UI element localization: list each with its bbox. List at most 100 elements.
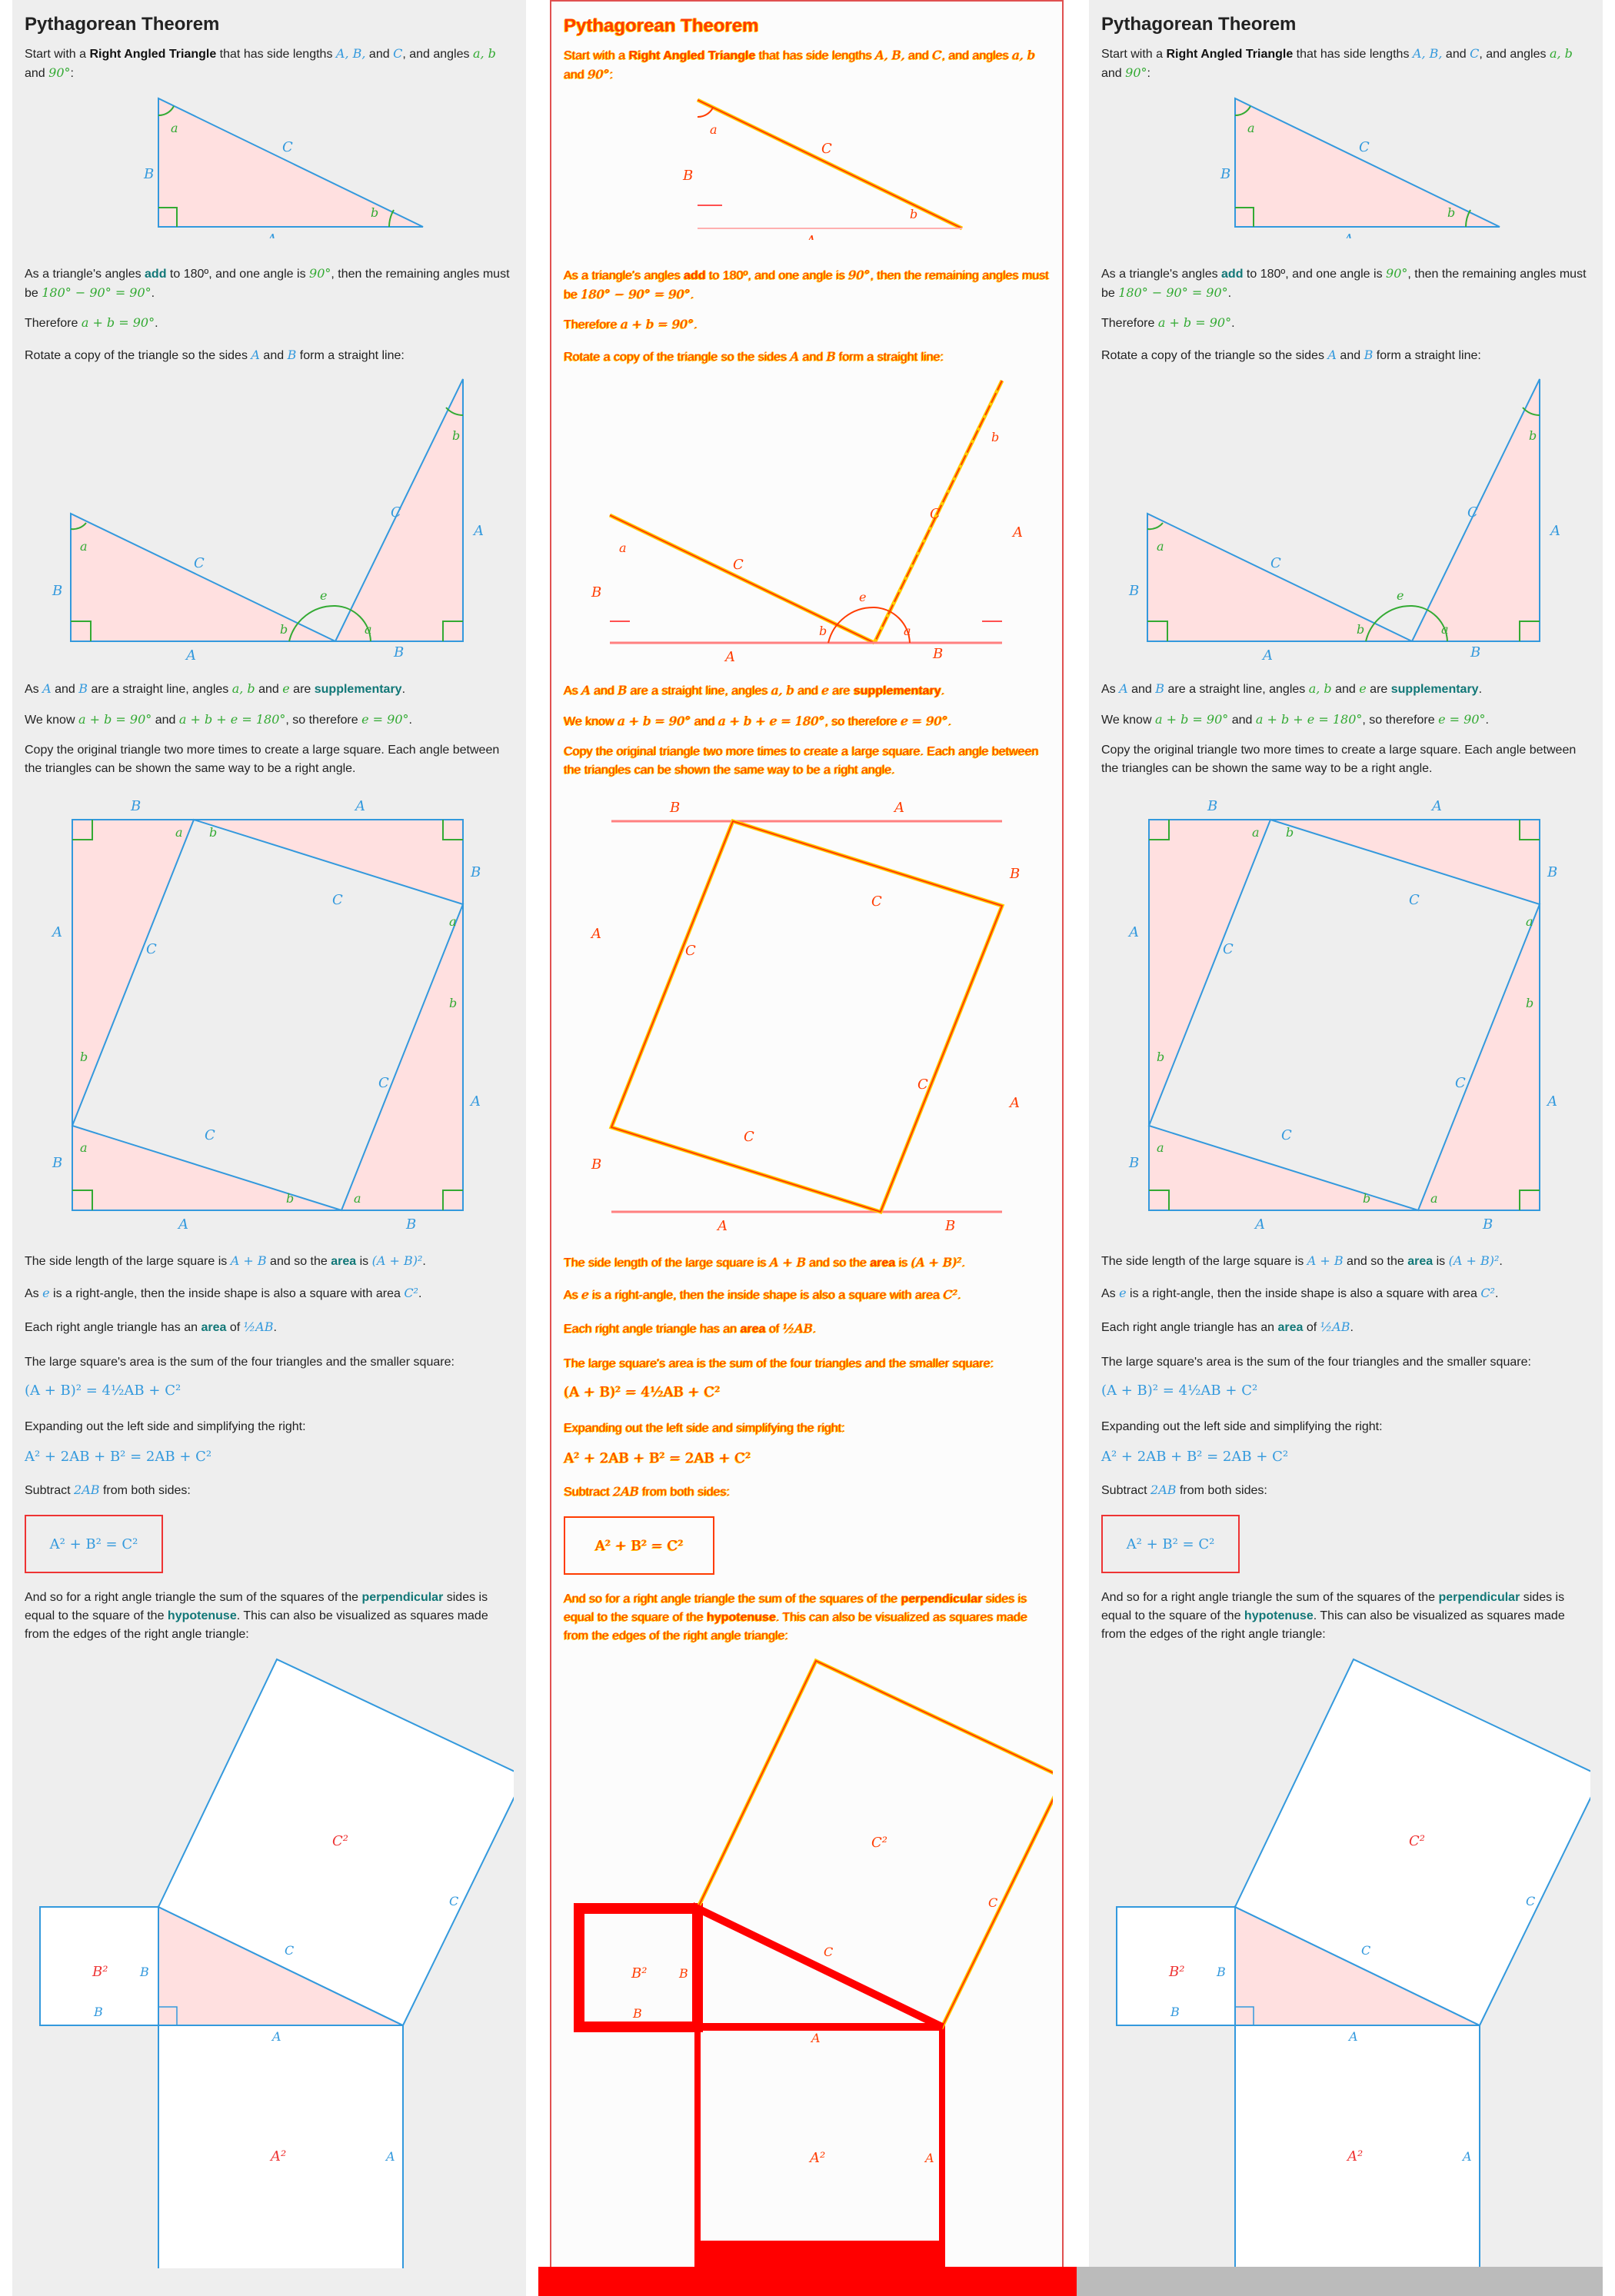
side-a-label: A [265,231,277,238]
svg-text:a: a [80,1140,88,1155]
sum-paragraph-copy: The large square's area is the sum of th… [1101,1356,1531,1369]
copy-paragraph-highlighted: Copy the original triangle two more time… [564,745,1039,777]
svg-text:b: b [819,624,827,638]
svg-text:C: C [1359,139,1370,155]
angle-b-label: b [371,205,378,220]
angles-paragraph-copy: As a triangle's angles add to 180º, and … [1101,266,1587,300]
svg-text:b: b [80,1050,88,1064]
svg-text:a: a [175,825,183,840]
svg-text:A: A [1254,1216,1265,1230]
know-paragraph: We know a + b = 90° and a + b + e = 180°… [25,712,412,727]
page-title: Pythagorean Theorem [25,14,220,35]
svg-text:b: b [449,996,457,1010]
svg-text:a: a [449,914,457,929]
equation-2-highlighted: A² + 2AB + B² = 2AB + C² [564,1450,751,1466]
svg-text:C: C [917,1076,928,1093]
svg-text:A: A [804,233,816,240]
svg-text:a: a [1441,622,1449,637]
side-b-label: B [143,166,154,182]
svg-text:B: B [682,168,693,184]
triangle-diagram: a b C B A [143,97,424,238]
side-length-paragraph-highlighted: The side length of the large square is A… [564,1255,965,1269]
svg-text:C: C [988,1895,997,1910]
svg-text:B: B [393,644,404,661]
expand-paragraph-highlighted: Expanding out the left side and simplify… [564,1422,845,1435]
svg-text:a: a [619,541,627,555]
svg-text:B: B [591,584,601,601]
svg-text:C: C [1223,941,1234,957]
svg-text:A: A [271,2029,281,2044]
svg-text:b: b [209,825,217,840]
side-c-label: C [282,139,293,155]
svg-text:A: A [472,523,484,539]
svg-text:B: B [52,1155,62,1171]
large-square-diagram: B A B A A B A B C C C C a b a b b a b a [51,800,481,1230]
svg-text:a: a [1247,121,1255,135]
svg-text:C: C [685,943,696,959]
svg-text:B: B [1128,583,1139,599]
rotate-paragraph: Rotate a copy of the triangle so the sid… [25,348,405,362]
svg-text:A: A [1342,231,1354,238]
svg-text:B: B [52,583,62,599]
svg-text:A: A [1430,800,1442,814]
svg-text:B: B [93,2005,103,2019]
page-title-highlighted: Pythagorean Theorem [564,15,759,36]
svg-text:A²: A² [269,2148,286,2165]
equation-1: (A + B)² = 4½AB + C² [25,1383,181,1399]
svg-text:C: C [824,1945,833,1959]
equation-2: A² + 2AB + B² = 2AB + C² [25,1449,212,1465]
bottom-bar-red [538,2267,1077,2296]
svg-text:A: A [469,1093,481,1110]
svg-text:B: B [1009,866,1020,882]
straight-line-diagram: a b b a e C C B A A B [52,378,484,664]
page-title-copy: Pythagorean Theorem [1101,14,1297,35]
triangle-diagram-copy: a b C B A [1220,97,1500,238]
angles-paragraph: As a triangle's angles add to 180º, and … [25,266,510,300]
subtract-paragraph-highlighted: Subtract 2AB from both sides: [564,1484,730,1499]
large-square-diagram-copy: B A B A A B A B C C C C a b a b b a b a [1127,800,1557,1230]
svg-text:C: C [285,1943,294,1958]
svg-text:B: B [1207,800,1217,814]
svg-text:a: a [365,622,372,637]
svg-text:b: b [1357,622,1364,637]
svg-text:C: C [1270,555,1281,571]
svg-text:a: a [1157,539,1164,554]
sum-paragraph-highlighted: The large square's area is the sum of th… [564,1357,994,1370]
inner-square-paragraph-highlighted: As e is a right-angle, then the inside s… [564,1287,961,1302]
svg-text:C: C [744,1129,754,1145]
svg-text:A: A [1461,2149,1472,2164]
squares-diagram: B² B B A² A A C² C C [39,1658,514,2268]
svg-text:B: B [1470,644,1480,661]
svg-text:B²: B² [1168,1964,1184,1980]
sum-paragraph: The large square's area is the sum of th… [25,1356,455,1369]
svg-text:A²: A² [808,2150,825,2166]
equation-1-highlighted: (A + B)² = 4½AB + C² [564,1384,721,1400]
svg-text:a: a [710,122,718,137]
svg-text:C: C [1526,1894,1535,1908]
intro-paragraph-highlighted: Start with a Right Angled Triangle that … [564,48,1035,82]
svg-text:B: B [1216,1965,1226,1979]
final-equation-box-copy: A² + B² = C² [1101,1515,1240,1573]
svg-text:b: b [1157,1050,1164,1064]
svg-text:A: A [354,800,365,814]
svg-text:e: e [1397,588,1404,603]
intro-paragraph: Start with a Right Angled Triangle that … [25,46,496,80]
svg-text:C: C [205,1127,215,1143]
supplementary-paragraph-copy: As A and B are a straight line, angles a… [1101,681,1483,696]
intro-paragraph-copy: Start with a Right Angled Triangle that … [1101,46,1573,80]
svg-text:b: b [452,428,460,443]
svg-text:A: A [1549,523,1560,539]
svg-text:a: a [1430,1191,1438,1206]
svg-text:b: b [280,622,288,637]
copy-paragraph-copy: Copy the original triangle two more time… [1101,744,1577,775]
svg-text:A²: A² [1346,2148,1363,2165]
svg-text:A: A [1261,647,1273,664]
squares-diagram-highlighted: B² B B A² A A C² C C [574,1658,1053,2270]
svg-text:C²: C² [332,1833,348,1849]
therefore-paragraph-highlighted: Therefore a + b = 90°. [564,317,698,331]
svg-text:b: b [286,1191,294,1206]
conclusion-paragraph: And so for a right angle triangle the su… [25,1591,488,1641]
svg-text:B: B [1170,2005,1180,2019]
svg-text:A: A [385,2149,395,2164]
equation-2-copy: A² + 2AB + B² = 2AB + C² [1101,1449,1289,1465]
